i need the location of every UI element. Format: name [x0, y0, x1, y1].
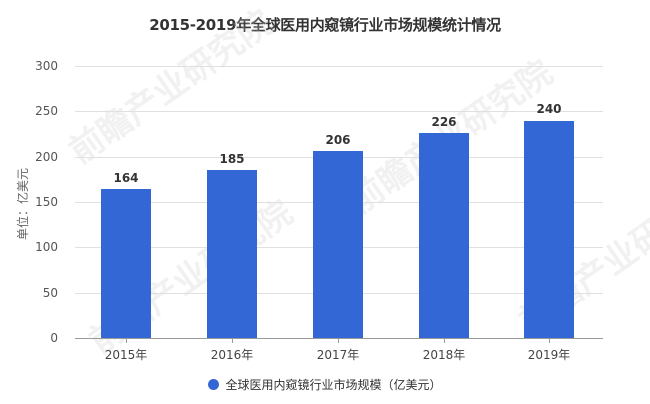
x-axis-line	[75, 338, 603, 339]
bar-2019[interactable]	[524, 121, 574, 338]
gridline-300	[75, 66, 603, 67]
y-tick-label: 200	[35, 150, 58, 164]
bar-2016[interactable]	[207, 170, 257, 338]
legend-label: 全球医用内窥镜行业市场规模（亿美元）	[225, 378, 442, 392]
chart-title: 2015-2019年全球医用内窥镜行业市场规模统计情况	[149, 16, 501, 34]
bar-value-label: 185	[219, 152, 245, 166]
x-tick-mark	[338, 338, 339, 343]
bar-2015[interactable]	[101, 189, 151, 338]
x-tick-label: 2017年	[316, 348, 360, 362]
bar-value-label: 240	[536, 102, 562, 116]
x-tick-mark	[232, 338, 233, 343]
y-tick-label: 150	[35, 195, 58, 209]
bar-value-label: 226	[431, 115, 457, 129]
x-tick-label: 2019年	[527, 348, 571, 362]
bar-value-label: 206	[325, 133, 351, 147]
x-tick-label: 2016年	[210, 348, 254, 362]
watermark: 前瞻产业研究院	[62, 2, 280, 173]
bar-2018[interactable]	[419, 133, 469, 338]
bar-2017[interactable]	[313, 151, 363, 338]
x-tick-label: 2015年	[104, 348, 148, 362]
legend-marker-icon	[208, 379, 220, 390]
y-tick-label: 250	[35, 104, 58, 118]
legend[interactable]: 全球医用内窥镜行业市场规模（亿美元）	[0, 376, 650, 393]
y-tick-label: 50	[42, 286, 58, 300]
y-tick-label: 0	[50, 331, 58, 345]
x-tick-mark	[126, 338, 127, 343]
bar-value-label: 164	[113, 171, 139, 185]
x-tick-mark	[444, 338, 445, 343]
x-tick-label: 2018年	[422, 348, 466, 362]
gridline-250	[75, 111, 603, 112]
y-tick-label: 300	[35, 59, 58, 73]
x-tick-mark	[549, 338, 550, 343]
y-tick-label: 100	[35, 240, 58, 254]
y-axis-label: 单位：亿美元	[16, 168, 30, 241]
